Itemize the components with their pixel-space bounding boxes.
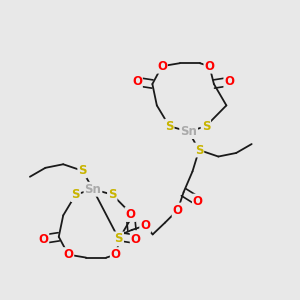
Text: O: O [38,233,48,246]
Text: O: O [63,248,73,261]
Text: O: O [131,233,141,246]
Text: S: S [165,120,174,133]
Text: S: S [78,164,87,177]
Text: O: O [111,248,121,261]
Text: O: O [172,203,183,217]
Text: O: O [204,60,214,73]
Text: Sn: Sn [180,125,197,138]
Text: Sn: Sn [85,183,101,196]
Text: O: O [224,75,234,88]
Text: O: O [125,208,135,221]
Text: S: S [195,143,203,157]
Text: O: O [132,75,142,88]
Text: O: O [193,195,203,208]
Text: S: S [108,188,116,201]
Text: O: O [140,219,150,232]
Text: S: S [202,120,210,133]
Text: S: S [115,232,123,245]
Text: O: O [157,60,167,73]
Text: S: S [71,188,80,201]
